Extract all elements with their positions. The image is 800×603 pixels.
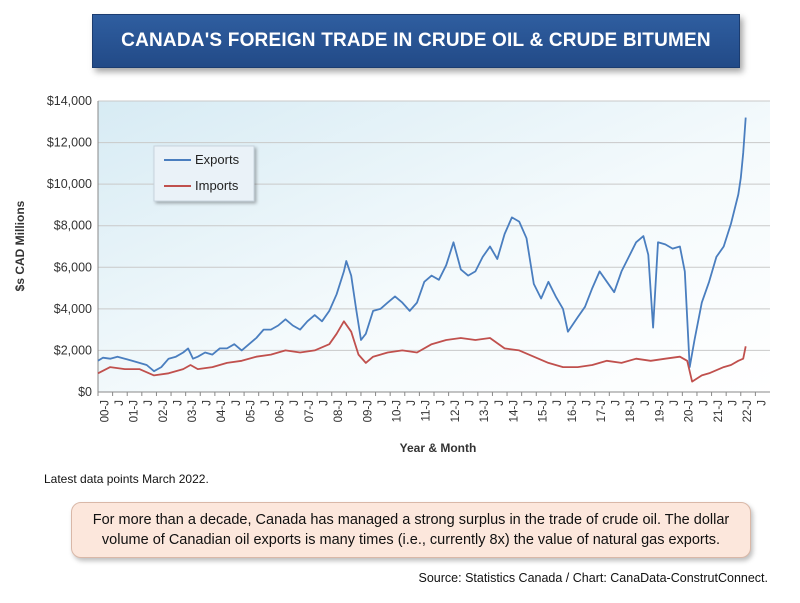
y-tick-label: $12,000 [47, 136, 92, 150]
legend-exports-label: Exports [195, 152, 240, 167]
x-tick-label: 07-J [304, 400, 316, 422]
x-tick-label: 18-J [625, 400, 637, 422]
x-tick-label: J [231, 400, 243, 406]
x-tick-label: J [552, 400, 564, 406]
x-tick-label: J [640, 400, 652, 406]
x-tick-label: J [757, 400, 769, 406]
x-tick-label: 03-J [187, 400, 199, 422]
x-tick-label: 08-J [333, 400, 345, 422]
x-tick-label: J [698, 400, 710, 406]
y-axis-label: $s CAD Millions [13, 200, 27, 291]
x-tick-label: 02-J [158, 400, 170, 422]
latest-data-note: Latest data points March 2022. [44, 472, 209, 486]
x-tick-label: J [377, 400, 389, 406]
x-tick-label: 16-J [567, 400, 579, 422]
chart-title: CANADA'S FOREIGN TRADE IN CRUDE OIL & CR… [92, 14, 740, 68]
x-tick-label: 22-J [742, 400, 754, 422]
x-tick-label: J [172, 400, 184, 406]
x-tick-label: 06-J [275, 400, 287, 422]
y-tick-label: $6,000 [54, 260, 92, 274]
x-tick-label: J [581, 400, 593, 406]
summary-callout: For more than a decade, Canada has manag… [71, 502, 751, 558]
y-tick-label: $2,000 [54, 343, 92, 357]
x-tick-label: 10-J [392, 400, 404, 422]
x-axis: 00-J J 01-J J 02-J J 03-J J 04-J J 05-J J 06-J J 07-J J… [97, 392, 769, 422]
x-tick-label: 00-J [99, 400, 111, 422]
series-exports-line [97, 117, 747, 373]
x-tick-label: 19-J [654, 400, 666, 422]
y-tick-label: $0 [78, 385, 92, 399]
x-tick-label: J [143, 400, 155, 406]
x-tick-label: J [289, 400, 301, 406]
y-tick-label: $10,000 [47, 177, 92, 191]
x-tick-label: J [669, 400, 681, 406]
x-tick-label: 09-J [362, 400, 374, 422]
source-credit: Source: Statistics Canada / Chart: CanaD… [418, 571, 768, 585]
gridlines [97, 100, 770, 393]
series-imports-line [97, 320, 747, 383]
x-tick-label: 17-J [596, 400, 608, 422]
x-axis-label: Year & Month [400, 441, 477, 455]
x-tick-label: 05-J [245, 400, 257, 422]
x-tick-label: 21-J [713, 400, 725, 422]
x-tick-label: 14-J [508, 400, 520, 422]
x-tick-label: 20-J [684, 400, 696, 422]
x-tick-label: J [435, 400, 447, 406]
x-tick-label: J [465, 400, 477, 406]
x-tick-label: J [523, 400, 535, 406]
y-tick-label: $4,000 [54, 302, 92, 316]
x-tick-label: 11-J [421, 400, 433, 422]
line-chart: $0 $2,000 $4,000 $6,000 $8,000 $10,000 $12,000… [13, 94, 770, 455]
x-tick-label: J [406, 400, 418, 406]
summary-text: For more than a decade, Canada has manag… [92, 512, 730, 548]
x-tick-label: J [494, 400, 506, 406]
y-axis: $0 $2,000 $4,000 $6,000 $8,000 $10,000 $12,000… [47, 94, 92, 399]
x-tick-label: J [202, 400, 214, 406]
x-tick-label: 12-J [450, 400, 462, 422]
x-tick-label: 01-J [129, 400, 141, 422]
x-tick-label: J [611, 400, 623, 406]
x-tick-label: J [728, 400, 740, 406]
x-tick-label: J [318, 400, 330, 406]
series-lines [97, 117, 747, 383]
x-tick-label: 13-J [479, 400, 491, 422]
legend: Exports Imports [153, 145, 255, 202]
y-tick-label: $14,000 [47, 94, 92, 108]
x-tick-label: J [260, 400, 272, 406]
x-tick-label: 04-J [216, 400, 228, 422]
y-tick-label: $8,000 [54, 219, 92, 233]
x-tick-label: J [114, 400, 126, 406]
legend-imports-label: Imports [195, 178, 239, 193]
x-tick-label: J [348, 400, 360, 406]
x-tick-label: 15-J [538, 400, 550, 422]
